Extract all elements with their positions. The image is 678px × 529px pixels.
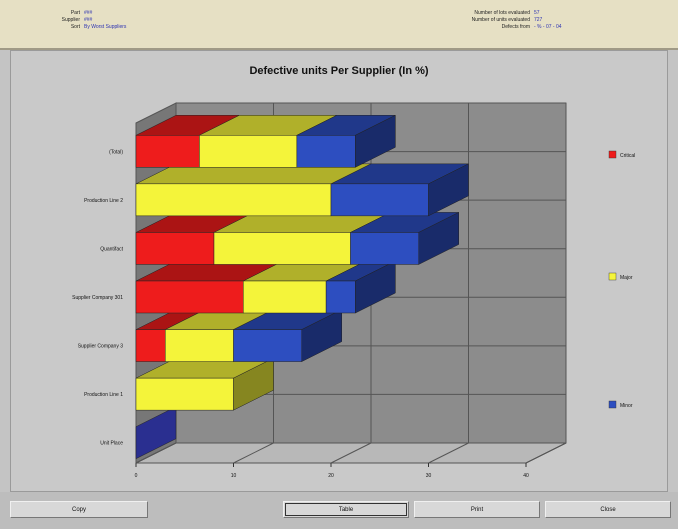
info-header: Part ### Supplier ### Sort By Worst Supplie…: [0, 0, 678, 50]
supplier-value: ###: [84, 17, 93, 23]
x-tick-label: 0: [135, 473, 138, 479]
floor-gridline: [233, 442, 274, 464]
category-label: (Total): [109, 149, 123, 155]
legend-swatch: [608, 272, 617, 281]
legend-label: Minor: [620, 403, 633, 409]
lots-row: Number of lots evaluated 57: [390, 10, 540, 16]
part-value: ###: [84, 10, 93, 16]
bar: [330, 183, 429, 217]
units-row: Number of units evaluated 727: [390, 17, 543, 23]
part-row: Part ###: [20, 10, 93, 16]
copy-button[interactable]: Copy: [10, 501, 148, 518]
legend-swatch: [608, 150, 617, 159]
close-button[interactable]: Close: [545, 501, 671, 518]
bar: [135, 232, 215, 265]
x-tick-label: 20: [328, 473, 334, 479]
lots-label: Number of lots evaluated: [474, 10, 530, 16]
bar: [135, 280, 244, 314]
sort-label: Sort: [70, 24, 80, 30]
sort-value: By Worst Suppliers: [84, 24, 127, 30]
chart-title: Defective units Per Supplier (In %): [249, 65, 429, 77]
defects-row: Defects from - % - 07 - 04: [390, 24, 562, 30]
defects-value: - % - 07 - 04: [534, 24, 562, 30]
x-tick-label: 40: [523, 473, 529, 479]
category-label: Supplier Company 301: [72, 295, 123, 301]
bar-side: [428, 163, 469, 217]
bar-side: [135, 406, 177, 460]
bar: [233, 329, 302, 362]
legend-swatch: [608, 400, 617, 409]
units-label: Number of units evaluated: [471, 17, 530, 23]
bar-side: [301, 309, 342, 362]
bar-side: [418, 212, 459, 265]
bar-side: [355, 260, 396, 314]
chart-panel: Defective units Per Supplier (In %) Unit…: [10, 50, 668, 492]
supplier-row: Supplier ###: [20, 17, 93, 23]
defects-label: Defects from: [501, 24, 530, 30]
category-label: Unit Place: [100, 441, 123, 447]
x-tick-label: 10: [231, 473, 237, 479]
category-label: Production Line 1: [84, 392, 123, 398]
category-label: Supplier Company 3: [78, 344, 124, 350]
supplier-label: Supplier: [61, 17, 80, 23]
bar: [199, 135, 298, 168]
bar: [213, 232, 351, 265]
bar: [165, 329, 234, 362]
floor-gridline: [428, 442, 469, 464]
bar: [350, 232, 419, 265]
lots-value: 57: [534, 10, 540, 16]
floor-gridline: [525, 442, 567, 464]
legend-label: Major: [620, 275, 633, 281]
bar-side: [233, 357, 274, 411]
floor-gridline: [135, 442, 177, 464]
bar-side: [355, 114, 396, 168]
print-button[interactable]: Print: [414, 501, 540, 518]
units-value: 727: [534, 17, 543, 23]
floor-gridline: [330, 442, 372, 464]
bar: [325, 280, 356, 314]
legend-label: Critical: [620, 153, 635, 159]
bar: [135, 183, 332, 217]
category-label: Production Line 2: [84, 198, 123, 204]
bar: [135, 377, 234, 411]
category-label: Quantifact: [100, 246, 123, 252]
bar: [135, 135, 200, 168]
x-tick-label: 30: [426, 473, 432, 479]
bar: [135, 329, 166, 362]
defects-chart: Unit Place Production Line 1 Supplier Comp…: [72, 102, 635, 479]
table-button[interactable]: Table: [283, 501, 409, 518]
bar: [296, 135, 356, 168]
sort-row: Sort By Worst Suppliers: [20, 24, 127, 30]
bar: [243, 280, 327, 314]
part-label: Part: [70, 10, 80, 16]
button-bar: Copy Table Print Close: [0, 492, 678, 529]
